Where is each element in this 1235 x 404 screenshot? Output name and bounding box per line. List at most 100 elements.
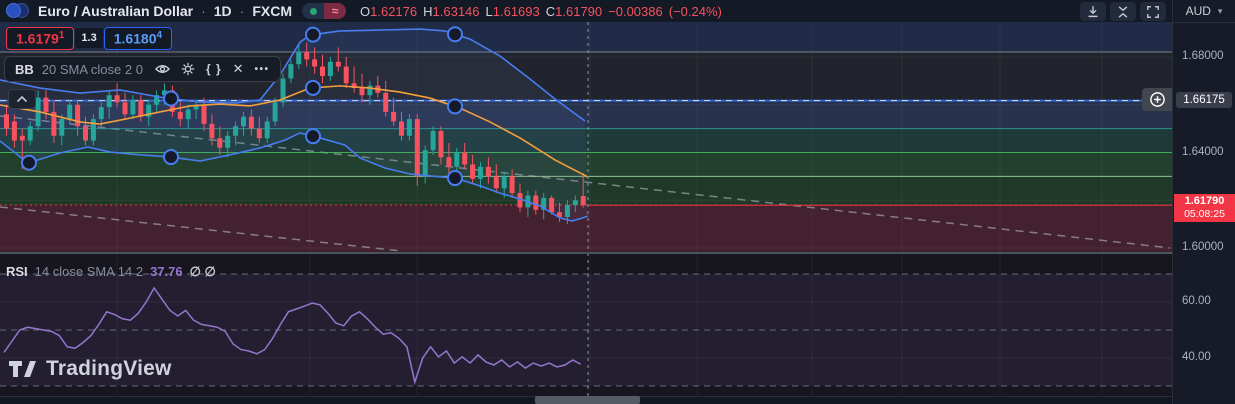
candle	[90, 119, 96, 141]
rsi-legend-title: RSI	[6, 264, 28, 279]
candle	[241, 116, 246, 127]
download-icon	[1088, 5, 1098, 17]
source-code-icon[interactable]: { }	[205, 62, 222, 76]
bb-basis-line[interactable]	[0, 85, 589, 178]
trendlines	[0, 115, 1171, 252]
fullscreen-button[interactable]	[1140, 2, 1166, 21]
symbol-title[interactable]: Euro / Australian Dollar	[38, 3, 194, 19]
candle	[399, 121, 404, 136]
candle	[406, 119, 412, 136]
eye-icon[interactable]	[154, 63, 170, 75]
candle	[27, 126, 33, 141]
delayed-data-icon: ≈	[324, 3, 346, 19]
candle	[343, 66, 349, 84]
fullscreen-icon	[1147, 5, 1159, 18]
bb-anchor-handle[interactable]	[305, 26, 321, 43]
bb-anchor-handle[interactable]	[163, 90, 179, 107]
candle	[533, 195, 539, 210]
tradingview-logo[interactable]: TradingView	[8, 357, 172, 381]
candle	[51, 111, 57, 136]
chevron-down-icon: ▾	[1217, 5, 1223, 16]
candle	[138, 99, 144, 117]
title-separator: ·	[201, 3, 206, 19]
candle	[177, 111, 183, 120]
spread-value: 1.3	[75, 28, 103, 49]
candle	[430, 131, 436, 151]
candle	[312, 59, 318, 67]
candle	[446, 157, 452, 167]
candle	[509, 176, 515, 194]
low-label: L	[485, 3, 493, 19]
candle	[335, 61, 341, 67]
sell-price: 1.6179	[16, 30, 59, 47]
rsi-pane-background	[0, 254, 1172, 395]
collapse-icon	[1118, 5, 1128, 18]
gear-icon[interactable]	[181, 62, 195, 76]
candle	[454, 152, 460, 167]
market-status-pill[interactable]: ≈	[302, 3, 346, 19]
candle	[367, 85, 373, 96]
open-value: 1.62176	[370, 3, 418, 19]
rsi-line[interactable]	[3, 286, 582, 385]
more-options-icon[interactable]: •••	[254, 63, 270, 75]
candle	[209, 123, 215, 139]
collapse-panes-button[interactable]	[1110, 2, 1136, 21]
rsi-ma-values: ∅ ∅	[189, 264, 216, 279]
bb-anchor-handle[interactable]	[21, 154, 37, 171]
candle	[478, 166, 483, 179]
candle	[256, 128, 262, 139]
bb-anchor-handle[interactable]	[447, 170, 463, 187]
close-value: 1.61790	[555, 3, 603, 19]
pane-separator-handle[interactable]	[0, 252, 1172, 254]
price-axis-label: 1.60000	[1182, 241, 1224, 253]
crosshair-time-label	[535, 396, 640, 404]
candle	[59, 119, 65, 136]
change-value: −0.00386	[608, 3, 663, 19]
candle	[43, 97, 49, 112]
bb-selection-handles	[21, 26, 463, 187]
bb-anchor-handle[interactable]	[163, 149, 179, 166]
candle	[557, 212, 562, 217]
candle	[248, 116, 254, 129]
price-chart-canvas[interactable]	[0, 0, 1172, 404]
interval-button[interactable]: 1D	[213, 3, 232, 19]
bb-lower-band[interactable]	[0, 132, 589, 222]
open-label: O	[360, 3, 371, 19]
candle	[549, 197, 555, 213]
trendline[interactable]	[0, 115, 1171, 249]
candles-layer	[4, 42, 586, 225]
currency-selector[interactable]: AUD ▾	[1173, 0, 1235, 23]
bb-indicator-legend[interactable]: BB 20 SMA close 2 0 { } ✕ •••	[4, 56, 281, 82]
price-axis-label: 1.64000	[1182, 145, 1224, 158]
bb-anchor-handle[interactable]	[305, 128, 321, 145]
candle	[414, 119, 420, 177]
rsi-indicator-legend[interactable]: RSI 14 close SMA 14 2 37.76 ∅ ∅	[6, 264, 216, 280]
sell-button[interactable]: 1.61791	[6, 27, 75, 50]
candle	[351, 83, 357, 89]
order-panel: 1.61791 1.3 1.61804	[6, 27, 173, 50]
candle	[98, 107, 104, 120]
candle	[4, 114, 9, 129]
candle	[75, 104, 81, 127]
close-icon[interactable]: ✕	[232, 61, 244, 76]
download-button[interactable]	[1080, 2, 1106, 21]
price-axis[interactable]: AUD ▾ 1.68000 1.64000 1.60000 1.66175 1.6179…	[1172, 0, 1235, 404]
candle	[106, 95, 112, 108]
bb-anchor-handle[interactable]	[305, 79, 321, 96]
candle	[114, 95, 120, 103]
candle	[462, 152, 468, 165]
add-alert-button[interactable]	[1142, 88, 1172, 111]
trendline[interactable]	[0, 206, 401, 252]
selected-price-label: 1.66175	[1176, 91, 1232, 108]
ohlc-readout: O1.62176 H1.63146 L1.61693 C1.61790 −0.0…	[360, 4, 722, 19]
bb-anchor-handle[interactable]	[447, 98, 463, 115]
candle	[470, 164, 476, 179]
exchange-label[interactable]: FXCM	[252, 3, 292, 19]
legend-collapse-button[interactable]	[8, 89, 36, 109]
plus-circle-icon	[1149, 92, 1165, 107]
buy-button[interactable]: 1.61804	[103, 27, 173, 50]
rsi-axis-label: 40.00	[1182, 351, 1211, 363]
rsi-pane	[0, 273, 1172, 387]
candle	[130, 99, 136, 115]
bb-anchor-handle[interactable]	[447, 26, 463, 43]
